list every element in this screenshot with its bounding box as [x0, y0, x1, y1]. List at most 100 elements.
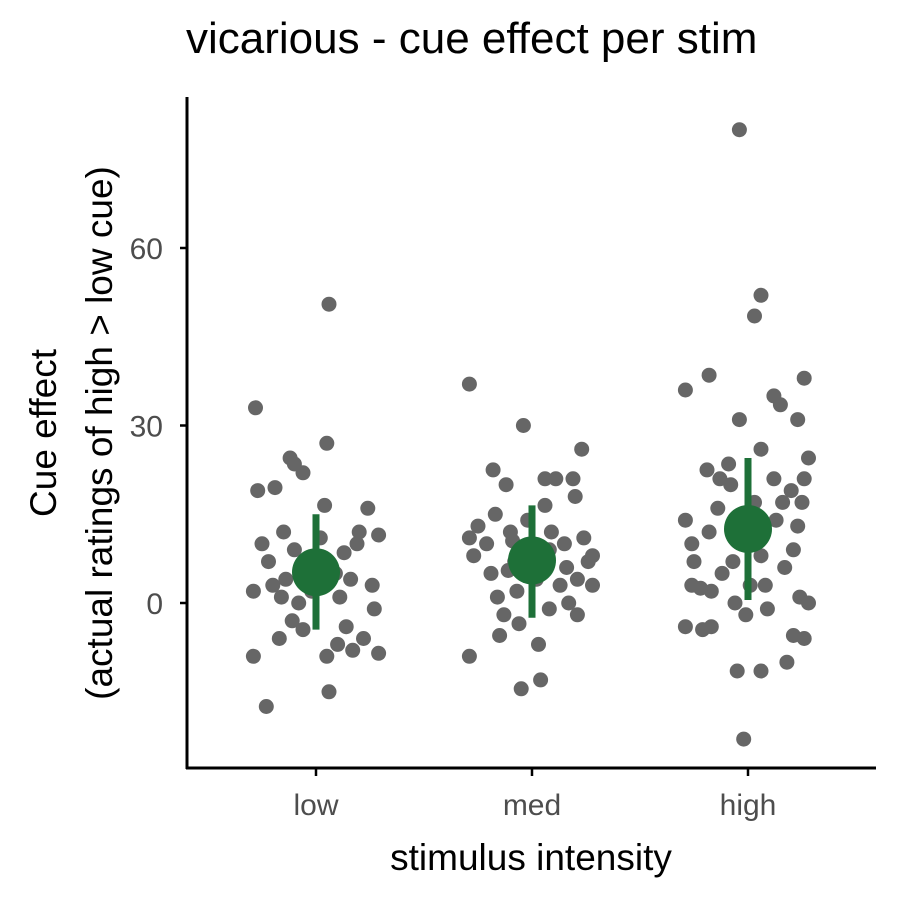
- data-point-med-54: [496, 607, 512, 623]
- summary-layer: [292, 458, 772, 630]
- data-point-high-99: [703, 619, 719, 635]
- data-point-low-8: [271, 631, 287, 646]
- data-point-med-46: [461, 530, 477, 546]
- data-point-low-1: [258, 699, 274, 714]
- data-point-med-60: [511, 616, 527, 632]
- data-point-med-84: [585, 548, 600, 564]
- data-point-med-72: [552, 577, 568, 593]
- data-point-med-78: [569, 571, 585, 587]
- y-tick-label-60: 60: [130, 233, 163, 266]
- axes: [185, 97, 876, 770]
- y-axis-label-line1: Cue effect: [23, 348, 64, 517]
- data-point-low-9: [267, 480, 283, 496]
- data-point-high-113: [747, 308, 762, 324]
- data-point-high-116: [753, 548, 769, 564]
- data-point-high-111: [731, 122, 747, 138]
- x-tick-label-high: high: [720, 789, 777, 822]
- data-point-low-31: [345, 642, 361, 658]
- data-point-high-141: [693, 580, 708, 596]
- data-point-high-90: [677, 619, 693, 635]
- data-point-low-3: [245, 583, 261, 599]
- data-point-med-61: [513, 681, 529, 697]
- data-point-high-122: [766, 471, 782, 487]
- data-point-low-22: [317, 497, 333, 513]
- data-point-low-4: [245, 648, 261, 664]
- data-point-med-74: [559, 560, 575, 575]
- data-point-high-115: [753, 441, 769, 457]
- mean-point-low: [292, 548, 340, 597]
- data-point-high-125: [777, 560, 793, 575]
- data-point-high-126: [779, 654, 795, 670]
- data-point-low-26: [330, 636, 346, 652]
- data-point-high-136: [801, 595, 816, 611]
- data-point-low-32: [349, 536, 365, 552]
- data-point-med-55: [492, 628, 508, 643]
- data-point-high-96: [699, 462, 715, 478]
- data-point-med-64: [531, 636, 546, 652]
- data-point-low-7: [265, 577, 281, 593]
- tick-layer: 0 30 60 low med high: [130, 233, 777, 822]
- y-tick-label-30: 30: [130, 411, 163, 444]
- data-point-low-17: [295, 622, 311, 638]
- data-point-med-45: [461, 648, 477, 664]
- data-point-low-34: [356, 631, 371, 646]
- data-point-low-0: [248, 400, 263, 416]
- data-point-med-81: [576, 530, 592, 546]
- data-point-high-137: [796, 631, 812, 646]
- data-point-low-40: [321, 296, 337, 312]
- y-axis-label-line2: (actual ratings of high > low cue): [79, 166, 120, 700]
- data-point-med-76: [565, 471, 581, 487]
- chart-title: vicarious - cue effect per stim: [186, 14, 758, 63]
- data-point-med-70: [541, 601, 557, 617]
- data-point-low-13: [286, 542, 302, 558]
- data-point-low-38: [371, 527, 387, 543]
- data-point-high-101: [714, 565, 730, 581]
- data-point-high-104: [725, 554, 741, 570]
- data-point-high-92: [686, 554, 702, 570]
- data-point-low-27: [332, 589, 348, 605]
- data-point-high-123: [768, 512, 784, 528]
- data-point-high-100: [710, 500, 726, 516]
- data-point-med-53: [489, 589, 505, 605]
- data-point-low-28: [336, 545, 352, 561]
- data-point-med-87: [543, 524, 559, 540]
- data-point-med-66: [537, 497, 553, 513]
- data-point-med-59: [509, 583, 525, 599]
- data-point-med-65: [533, 672, 549, 688]
- data-point-high-133: [796, 370, 812, 386]
- data-point-low-23: [319, 435, 335, 451]
- data-point-med-52: [483, 565, 499, 581]
- data-point-high-107: [731, 412, 747, 428]
- data-point-med-71: [548, 471, 564, 487]
- data-point-low-35: [360, 500, 376, 516]
- mean-point-med: [508, 536, 556, 585]
- mean-point-high: [724, 505, 772, 553]
- data-point-low-39: [371, 645, 387, 661]
- data-point-low-2: [250, 483, 266, 499]
- data-point-high-118: [757, 577, 773, 593]
- data-point-low-30: [343, 571, 359, 587]
- data-point-high-88: [677, 382, 693, 398]
- data-point-med-51: [487, 506, 503, 522]
- data-point-med-56: [498, 477, 514, 493]
- data-point-high-130: [790, 412, 806, 428]
- data-point-low-5: [254, 536, 270, 552]
- data-point-low-18: [295, 465, 311, 481]
- data-point-med-47: [466, 548, 482, 564]
- x-axis-label: stimulus intensity: [390, 837, 672, 878]
- data-point-med-77: [567, 489, 583, 504]
- data-point-low-14: [278, 571, 294, 587]
- data-point-low-43: [273, 589, 289, 605]
- data-point-med-44: [461, 376, 477, 392]
- data-point-high-131: [790, 518, 806, 534]
- y-tick-label-0: 0: [146, 588, 163, 621]
- data-point-high-97: [701, 524, 717, 540]
- data-point-high-128: [785, 542, 801, 558]
- data-point-med-83: [585, 577, 600, 593]
- data-point-high-89: [677, 512, 693, 528]
- data-point-high-105: [727, 595, 743, 611]
- data-point-low-37: [366, 601, 382, 617]
- data-point-high-110: [736, 731, 752, 747]
- data-point-high-106: [729, 663, 745, 679]
- data-point-high-95: [701, 367, 717, 383]
